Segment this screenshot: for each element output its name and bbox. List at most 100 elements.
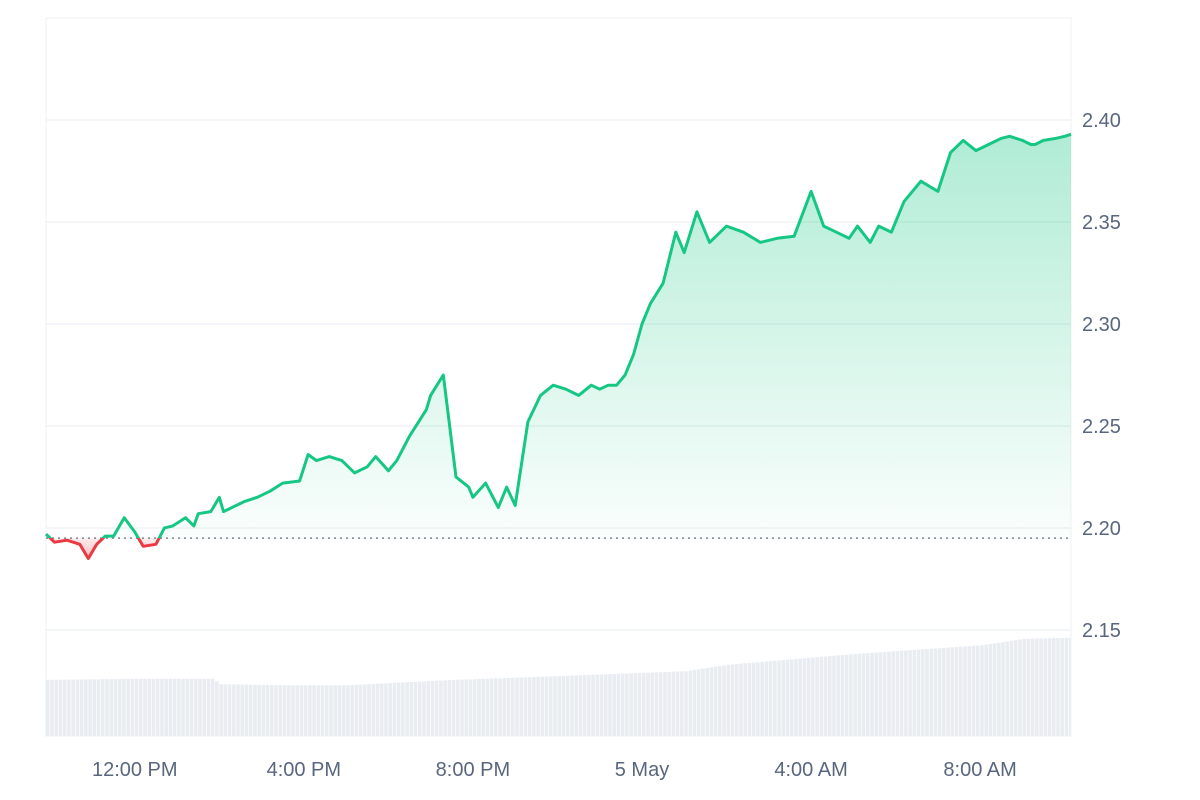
volume-bar xyxy=(113,679,118,736)
volume-bar xyxy=(439,680,443,736)
volume-bar xyxy=(963,646,967,736)
volume-bar xyxy=(96,679,101,736)
volume-bar xyxy=(257,684,261,736)
volume-bar xyxy=(929,648,934,736)
volume-bar xyxy=(688,670,693,736)
volume-bar xyxy=(240,684,245,736)
y-tick-label: 2.20 xyxy=(1082,518,1121,540)
volume-bar xyxy=(1035,638,1039,736)
volume-bar xyxy=(138,678,143,736)
volume-bar xyxy=(565,675,570,736)
volume-bar xyxy=(460,679,464,736)
volume-bar xyxy=(958,646,963,736)
x-tick-label: 5 May xyxy=(615,759,669,781)
volume-bar xyxy=(1056,638,1060,736)
volume-bar xyxy=(798,658,802,736)
volume-bar xyxy=(861,653,866,736)
volume-bar xyxy=(1022,638,1027,736)
volume-bar xyxy=(967,646,972,736)
volume-bar xyxy=(1018,639,1022,736)
volume-bar xyxy=(130,678,135,736)
volume-bar xyxy=(498,678,502,736)
volume-bar xyxy=(701,668,705,736)
volume-bar xyxy=(172,678,177,736)
volume-bar xyxy=(743,663,748,736)
volume-bar xyxy=(671,671,676,736)
volume-bar xyxy=(887,651,891,736)
volume-bar xyxy=(853,653,857,736)
volume-bar xyxy=(494,678,498,736)
volume-bar xyxy=(709,667,714,736)
volume-bar xyxy=(379,683,384,736)
volume-bar xyxy=(274,685,278,736)
x-axis-labels: 12:00 PM 4:00 PM 8:00 PM 5 May 4:00 AM 8:00 A… xyxy=(92,759,1017,781)
volume-bar xyxy=(286,685,291,736)
volume-bar xyxy=(291,685,295,736)
volume-bar xyxy=(946,647,950,736)
volume-bar xyxy=(870,652,874,736)
volume-bar xyxy=(468,679,473,736)
volume-bar xyxy=(164,678,168,736)
volume-bar xyxy=(295,685,300,736)
volume-bar xyxy=(71,679,75,736)
volume-bar xyxy=(773,660,777,736)
volume-bar xyxy=(684,671,688,736)
volume-bar xyxy=(641,672,646,736)
volume-bar xyxy=(781,660,786,736)
volume-bar xyxy=(1068,637,1071,736)
volume-bar xyxy=(608,674,612,736)
volume-bar xyxy=(984,644,988,736)
volume-bar xyxy=(405,682,409,736)
volume-bar xyxy=(713,666,718,736)
volume-bar xyxy=(215,681,219,736)
volume-bar xyxy=(1060,637,1065,736)
volume-bar xyxy=(620,673,625,736)
y-tick-label: 2.35 xyxy=(1082,212,1121,234)
volume-bar xyxy=(189,678,194,736)
volume-bar xyxy=(599,674,604,736)
volume-bar xyxy=(244,684,249,736)
volume-bar xyxy=(134,678,139,736)
volume-bar xyxy=(58,679,63,736)
volume-bar xyxy=(819,656,824,736)
volume-bar xyxy=(79,679,84,736)
volume-bar xyxy=(430,680,435,736)
x-tick-label: 8:00 AM xyxy=(943,759,1016,781)
volume-bar xyxy=(451,679,456,736)
volume-bar xyxy=(789,659,794,736)
volume-bar xyxy=(231,684,236,736)
volume-bar xyxy=(248,684,253,736)
volume-bar xyxy=(667,671,671,736)
volume-bar xyxy=(46,679,50,736)
volume-bar xyxy=(646,672,650,736)
volume-bar xyxy=(882,651,887,736)
volume-bar xyxy=(485,678,490,736)
volume-bar xyxy=(891,651,895,736)
volume-bar xyxy=(210,678,215,736)
volume-bar xyxy=(1013,640,1018,736)
volume-bar xyxy=(472,679,477,736)
volume-bar xyxy=(523,677,528,736)
volume-bar xyxy=(67,679,71,736)
volume-bar xyxy=(764,661,769,736)
volume-bar xyxy=(62,679,67,736)
volume-bar xyxy=(692,669,697,736)
volume-bar xyxy=(587,674,591,736)
volume-bar xyxy=(806,657,811,736)
volume-bar xyxy=(206,678,211,736)
volume-bar xyxy=(270,685,274,736)
volume-bar xyxy=(312,685,316,736)
volume-bar xyxy=(426,681,431,736)
volume-bar xyxy=(675,671,680,736)
volume-bar xyxy=(760,661,764,736)
volume-bar xyxy=(904,650,908,736)
volume-bar xyxy=(282,685,287,736)
volume-bar xyxy=(413,681,418,736)
volume-bar xyxy=(502,678,507,736)
volume-bar xyxy=(151,678,156,736)
volume-bar xyxy=(75,679,80,736)
volume-bar xyxy=(992,643,997,736)
volume-bar xyxy=(633,673,638,736)
volume-bar xyxy=(384,683,388,736)
